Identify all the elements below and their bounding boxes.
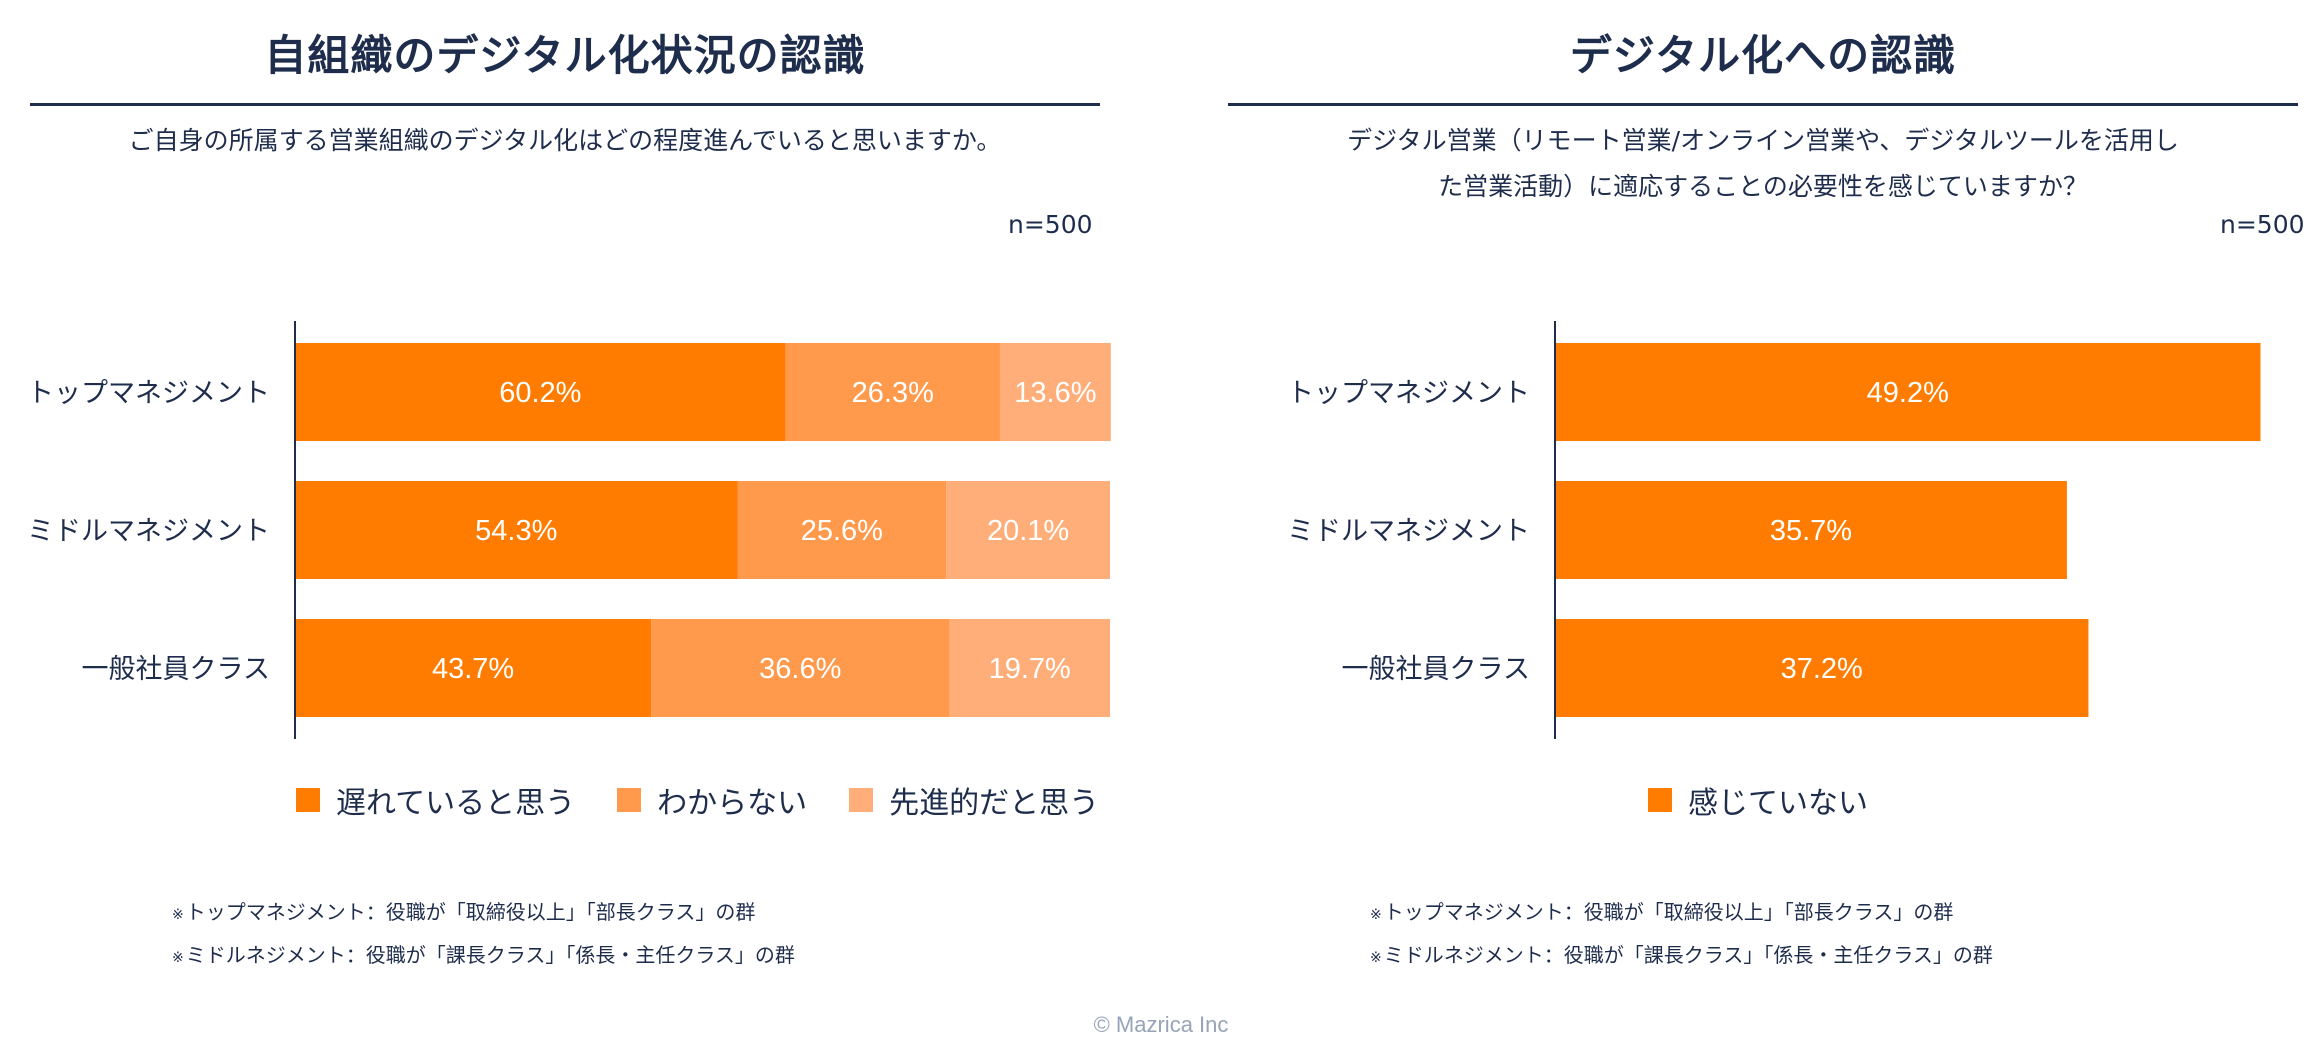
bar-segment — [1555, 619, 2089, 717]
legend-label: わからない — [657, 786, 808, 821]
footnotes: ※ トップマネジメント：役職が「取締役以上」「部長クラス」の群 ※ ミドルネジメント… — [172, 892, 795, 978]
data-label: 54.3% — [475, 515, 557, 547]
bar-segment — [1555, 481, 2067, 579]
legend-swatch — [1648, 788, 1672, 812]
bar-segment — [1555, 343, 2261, 441]
legend-item: 遅れていると思う — [296, 778, 575, 822]
legend-label: 先進的だと思う — [889, 786, 1100, 821]
category-label: 一般社員クラス — [82, 654, 270, 685]
bar-segment — [295, 619, 652, 717]
footnote-text: ミドルネジメント：役職が「課長クラス」「係長・主任クラス」の群 — [1383, 943, 1993, 967]
bar-segment — [785, 343, 1000, 441]
sample-size-label: n=500 — [1008, 210, 1093, 239]
data-label: 49.2% — [1867, 377, 1949, 409]
footnote: ※ トップマネジメント：役職が「取締役以上」「部長クラス」の群 — [172, 892, 795, 935]
chart-legend: 感じていない — [1648, 778, 1910, 822]
panel-title: デジタル化への認識 — [1569, 31, 1957, 80]
category-label: トップマネジメント — [27, 378, 270, 409]
legend-swatch — [617, 788, 642, 812]
category-label: ミドルマネジメント — [27, 516, 270, 547]
bar-segment — [737, 481, 947, 579]
panel-org-digital-status: 自組織のデジタル化状況の認識 ご自身の所属する営業組織のデジタル化はどの程度進ん… — [27, 0, 1141, 1000]
sample-size-label: n=500 — [2220, 210, 2305, 239]
question-line: ご自身の所属する営業組織のデジタル化はどの程度進んでいると思いますか。 — [128, 126, 1002, 155]
bar-segment — [999, 343, 1111, 441]
title-divider — [30, 103, 1100, 106]
data-label: 43.7% — [432, 653, 514, 685]
legend-item: わからない — [617, 778, 807, 822]
footnote-text: ミドルネジメント：役職が「課長クラス」「係長・主任クラス」の群 — [185, 943, 795, 967]
bar-segment — [949, 619, 1110, 717]
title-divider — [1228, 103, 2298, 106]
note-mark: ※ — [172, 907, 184, 923]
category-label: ミドルマネジメント — [1287, 516, 1530, 547]
data-label: 19.7% — [989, 653, 1071, 685]
panel-digital-recognition: デジタル化への認識 デジタル営業（リモート営業/オンライン営業や、デジタルツール… — [1228, 0, 2322, 1000]
data-label: 13.6% — [1014, 377, 1096, 409]
footnote-text: トップマネジメント：役職が「取締役以上」「部長クラス」の群 — [185, 900, 756, 924]
question-line: た営業活動）に適応することの必要性を感じていますか？ — [1438, 172, 2088, 201]
category-label: トップマネジメント — [1287, 378, 1530, 409]
bar-segment — [295, 343, 786, 441]
note-mark: ※ — [172, 950, 184, 966]
footnote: ※ ミドルネジメント：役職が「課長クラス」「係長・主任クラス」の群 — [1370, 935, 1993, 978]
footnote-text: トップマネジメント：役職が「取締役以上」「部長クラス」の群 — [1383, 900, 1954, 924]
question-line: デジタル営業（リモート営業/オンライン営業や、デジタルツールを活用し — [1347, 126, 2179, 155]
chart-legend: 遅れていると思う わからない 先進的だと思う — [296, 778, 1141, 822]
data-label: 26.3% — [852, 377, 934, 409]
survey-question: デジタル営業（リモート営業/オンライン営業や、デジタルツールを活用し た営業活動… — [1228, 118, 2298, 210]
copyright-notice: © Mazrica Inc — [1093, 1012, 1229, 1037]
footnotes: ※ トップマネジメント：役職が「取締役以上」「部長クラス」の群 ※ ミドルネジメント… — [1370, 892, 1993, 978]
note-mark: ※ — [1370, 950, 1382, 966]
legend-item: 先進的だと思う — [849, 778, 1099, 822]
bar-segment — [946, 481, 1110, 579]
footnote: ※ ミドルネジメント：役職が「課長クラス」「係長・主任クラス」の群 — [172, 935, 795, 978]
legend-item: 感じていない — [1648, 778, 1868, 822]
panel-title: 自組織のデジタル化状況の認識 — [264, 31, 866, 80]
legend-swatch — [849, 788, 874, 812]
data-label: 36.6% — [759, 653, 841, 685]
legend-label: 感じていない — [1688, 786, 1868, 821]
bar-segment — [651, 619, 950, 717]
bar-segment — [295, 481, 738, 579]
data-label: 60.2% — [499, 377, 581, 409]
note-mark: ※ — [1370, 907, 1382, 923]
footnote: ※ トップマネジメント：役職が「取締役以上」「部長クラス」の群 — [1370, 892, 1993, 935]
legend-swatch — [296, 788, 320, 812]
survey-question: ご自身の所属する営業組織のデジタル化はどの程度進んでいると思いますか。 — [30, 118, 1100, 164]
legend-label: 遅れていると思う — [336, 786, 576, 821]
data-label: 25.6% — [801, 515, 883, 547]
data-label: 35.7% — [1770, 515, 1852, 547]
data-label: 20.1% — [987, 515, 1069, 547]
data-label: 37.2% — [1781, 653, 1863, 685]
category-label: 一般社員クラス — [1342, 654, 1530, 685]
